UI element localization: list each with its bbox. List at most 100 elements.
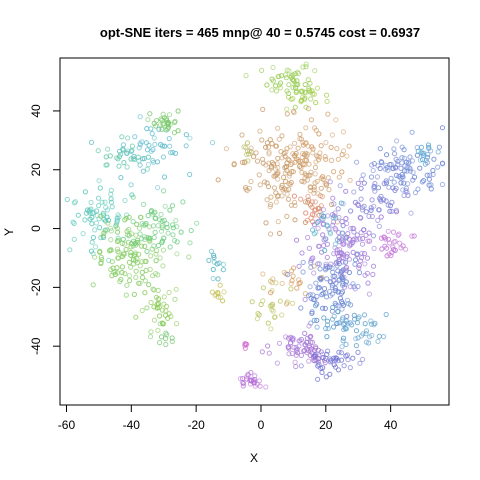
data-point — [253, 150, 259, 156]
data-point — [312, 199, 318, 205]
x-axis-label: X — [250, 451, 258, 465]
data-point — [210, 275, 216, 282]
data-point — [259, 137, 265, 143]
data-point — [157, 313, 163, 319]
data-point — [420, 156, 426, 163]
data-point — [180, 199, 186, 205]
chart-title: opt-SNE iters = 465 mnp@ 40 = 0.5745 cos… — [100, 25, 420, 40]
data-point — [150, 147, 156, 153]
data-point — [154, 304, 160, 310]
data-point — [303, 172, 309, 178]
data-point — [158, 211, 164, 218]
data-point — [313, 159, 319, 165]
data-point — [139, 243, 145, 249]
data-point — [329, 316, 336, 322]
data-point — [312, 125, 318, 131]
data-point — [269, 303, 275, 309]
y-axis: -40 -20 0 20 40 — [29, 104, 61, 355]
data-point — [339, 219, 345, 225]
data-point — [407, 166, 413, 172]
data-point — [140, 168, 146, 174]
data-point — [100, 233, 106, 239]
data-point — [399, 160, 405, 166]
data-point — [260, 285, 266, 291]
data-point — [421, 178, 427, 184]
data-point — [268, 201, 274, 208]
data-point — [105, 146, 111, 152]
data-point — [127, 278, 133, 284]
data-point — [439, 161, 446, 167]
data-point — [270, 64, 276, 71]
data-point — [215, 177, 221, 183]
data-point — [303, 140, 309, 146]
data-point — [279, 193, 285, 199]
data-point — [316, 243, 322, 249]
data-point — [360, 356, 366, 362]
data-point — [101, 216, 107, 222]
data-point — [292, 217, 298, 223]
data-point — [341, 327, 347, 333]
data-point — [286, 186, 292, 192]
data-point — [360, 235, 366, 242]
data-point — [299, 169, 305, 176]
data-point — [269, 87, 275, 93]
data-point — [164, 221, 170, 227]
data-point — [350, 281, 356, 287]
data-point — [335, 367, 342, 373]
data-point — [160, 154, 166, 160]
data-point — [144, 126, 150, 132]
data-point — [383, 162, 389, 168]
data-point — [300, 259, 306, 265]
data-point — [284, 111, 290, 117]
data-point — [331, 355, 337, 361]
data-point — [306, 245, 312, 251]
data-point — [386, 184, 392, 190]
data-point — [123, 292, 129, 298]
data-point — [159, 240, 165, 246]
data-point — [266, 151, 272, 157]
data-point — [256, 378, 262, 384]
data-point — [266, 149, 272, 155]
data-point — [284, 213, 290, 219]
data-point — [298, 352, 304, 358]
data-point — [194, 220, 200, 226]
data-point — [394, 138, 400, 144]
data-point — [368, 318, 374, 324]
data-point — [345, 297, 351, 303]
data-point — [75, 212, 81, 218]
data-point — [115, 212, 121, 218]
x-tick-label: 20 — [319, 418, 333, 432]
data-point — [327, 278, 333, 285]
data-point — [121, 160, 127, 166]
data-point — [167, 121, 173, 128]
data-point — [361, 251, 368, 257]
data-point — [276, 340, 283, 346]
data-point — [398, 180, 404, 186]
data-point — [294, 285, 300, 291]
data-point — [341, 363, 347, 369]
data-point — [138, 214, 144, 221]
data-point — [335, 268, 341, 274]
data-point — [306, 87, 312, 94]
data-point — [290, 273, 296, 279]
data-point — [272, 173, 278, 179]
data-point — [162, 203, 168, 209]
data-point — [283, 75, 289, 81]
data-point — [284, 168, 290, 174]
data-point — [312, 171, 318, 177]
data-point — [158, 122, 164, 128]
data-point — [329, 157, 335, 163]
data-point — [350, 249, 356, 255]
data-point — [297, 131, 303, 137]
data-point — [215, 294, 221, 300]
data-point — [358, 215, 364, 221]
data-point — [126, 259, 132, 265]
data-point — [422, 161, 428, 167]
data-point — [70, 219, 76, 225]
data-point — [302, 162, 308, 168]
data-point — [298, 363, 304, 369]
data-point — [334, 247, 340, 253]
data-point — [67, 247, 73, 253]
data-point — [355, 180, 361, 186]
data-point — [215, 276, 221, 282]
